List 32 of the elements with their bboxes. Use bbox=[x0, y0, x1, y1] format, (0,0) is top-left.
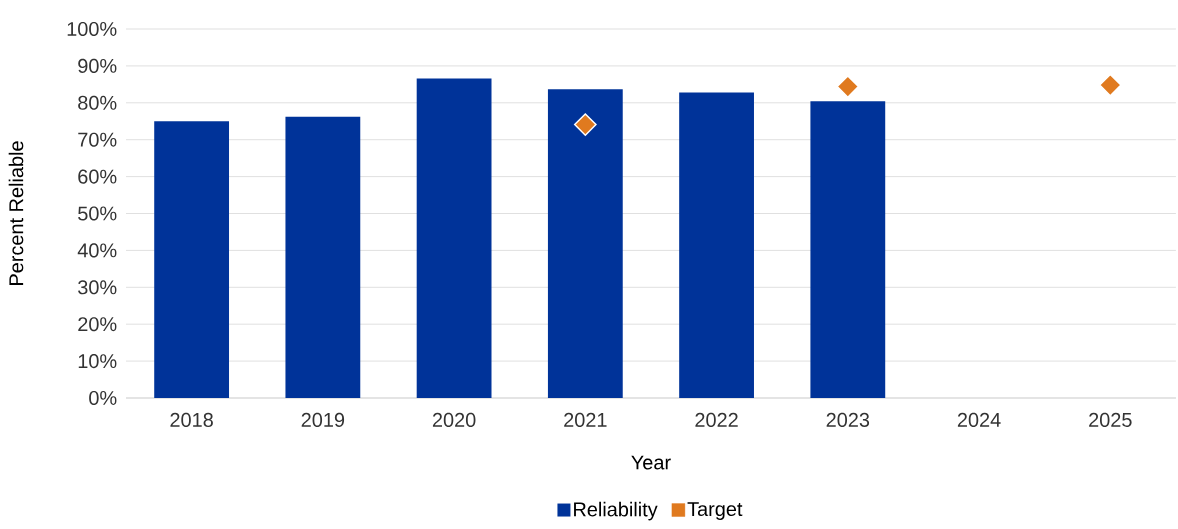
y-tick-label: 30% bbox=[78, 280, 117, 295]
y-tick-label: 0% bbox=[89, 390, 117, 406]
y-axis-title: Percent Reliable bbox=[8, 141, 24, 285]
y-tick-label: 90% bbox=[78, 58, 117, 73]
y-tick-label: 50% bbox=[78, 206, 117, 221]
point bbox=[573, 113, 597, 136]
bar bbox=[285, 116, 361, 398]
bar bbox=[679, 92, 754, 398]
bar bbox=[154, 121, 230, 398]
x-tick-label: 2025 bbox=[1089, 412, 1132, 427]
y-tick-label: 40% bbox=[77, 243, 117, 258]
x-tick-label: 2019 bbox=[301, 412, 345, 427]
x-tick-label: 2023 bbox=[826, 412, 870, 427]
bar bbox=[810, 101, 886, 398]
point bbox=[1098, 73, 1122, 97]
x-tick-label: 2018 bbox=[170, 412, 213, 427]
x-tick-label: 2024 bbox=[957, 412, 1001, 427]
legend-label: Target bbox=[687, 502, 743, 521]
x-tick-label: 2020 bbox=[432, 412, 476, 427]
bar bbox=[416, 78, 492, 398]
y-tick-label: 80% bbox=[78, 95, 117, 110]
y-tick-label: 10% bbox=[78, 354, 117, 369]
y-tick-label: 20% bbox=[78, 317, 117, 332]
y-tick-label: 70% bbox=[78, 132, 117, 147]
bar bbox=[547, 89, 623, 398]
legend-label: Reliability bbox=[574, 501, 658, 521]
y-tick-label: 60% bbox=[78, 169, 117, 184]
x-axis-title: Year bbox=[631, 455, 671, 470]
point bbox=[836, 75, 860, 98]
x-tick-label: 2021 bbox=[564, 412, 607, 427]
x-tick-label: 2022 bbox=[695, 412, 738, 427]
y-tick-label: 100% bbox=[67, 21, 117, 37]
